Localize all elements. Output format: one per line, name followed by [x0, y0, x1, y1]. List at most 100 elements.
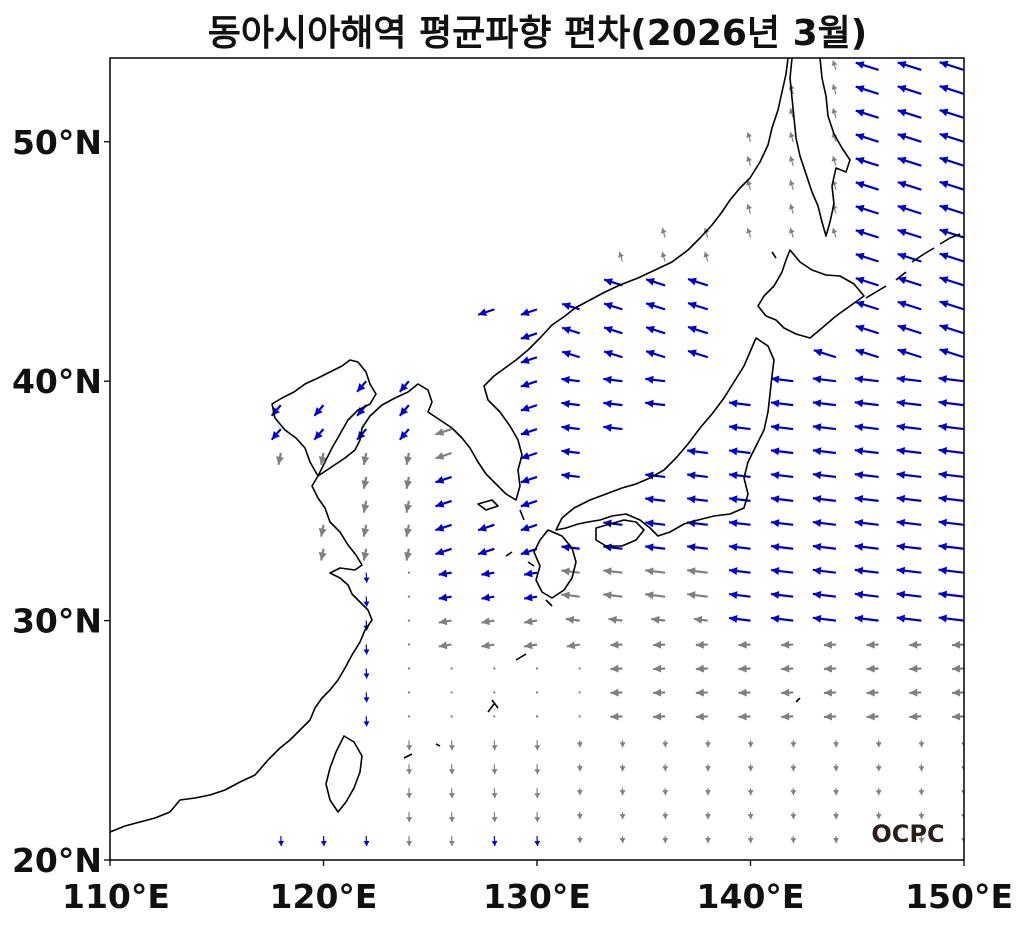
wave-vector-arrow [939, 252, 964, 263]
wave-vector-arrow [939, 84, 964, 95]
wave-vector-arrow [918, 836, 925, 844]
wave-vector-arrow [665, 859, 666, 860]
wave-vector-arrow [938, 423, 964, 431]
wave-vector-arrow [747, 812, 754, 820]
wave-vector-arrow [622, 859, 624, 860]
y-tick-label: 50°N [12, 123, 102, 162]
wave-vector-arrow [790, 764, 797, 772]
wave-vector-arrow [477, 523, 495, 532]
vector-dot [407, 715, 410, 718]
wave-vector-arrow [520, 356, 538, 364]
vector-dot [578, 691, 581, 694]
wave-vector-arrow [603, 591, 623, 600]
wave-vector-arrow [833, 740, 839, 748]
wave-vector-arrow [866, 712, 879, 721]
wave-vector-arrow [854, 399, 879, 408]
wave-vector-arrow [855, 180, 879, 191]
wave-vector-arrow [363, 668, 370, 679]
wave-vector-arrow [854, 471, 879, 480]
wave-vector-arrow [619, 788, 626, 796]
wave-vector-arrow [687, 591, 708, 600]
wave-vector-arrow [645, 349, 666, 359]
wave-vector-arrow [896, 423, 922, 432]
wave-vector-arrow [812, 447, 837, 456]
wave-vector-arrow [951, 712, 964, 721]
wave-vector-arrow [653, 664, 666, 673]
wave-vector-arrow [448, 740, 455, 751]
wave-vector-arrow [687, 495, 708, 504]
wave-vector-arrow [406, 788, 413, 799]
wave-vector-arrow [481, 569, 495, 578]
wave-vector-arrow [812, 566, 837, 575]
map-plot-area [110, 58, 964, 860]
wave-vector-arrow [790, 740, 797, 748]
wave-vector-arrow [695, 640, 708, 649]
vector-dot [450, 667, 453, 670]
vector-dot [578, 667, 581, 670]
wave-vector-arrow [921, 859, 922, 860]
kuril-coastline [865, 233, 961, 299]
vector-dot [450, 715, 453, 718]
wave-vector-arrow [823, 688, 836, 697]
wave-vector-arrow [939, 204, 964, 215]
wave-vector-arrow [318, 548, 327, 561]
wave-vector-arrow [951, 640, 964, 649]
wave-vector-arrow [481, 617, 495, 626]
wave-vector-arrow [770, 519, 794, 528]
wave-vector-arrow [728, 399, 751, 408]
wave-vector-arrow [491, 740, 498, 751]
wave-vector-arrow [909, 640, 922, 649]
wave-vector-arrow [781, 664, 794, 673]
wave-vector-arrow [939, 348, 964, 359]
wave-vector-arrow [603, 399, 623, 408]
map-title: 동아시아해역 평균파향 편차(2026년 3월) [207, 13, 868, 54]
wave-vector-arrow [520, 380, 538, 388]
wave-vector-arrow [363, 644, 370, 655]
wave-vector-arrow [662, 812, 669, 820]
wave-vector-arrow [833, 836, 839, 844]
wave-vector-arrow [448, 812, 455, 823]
wave-vector-arrow [318, 524, 327, 537]
wave-vector-arrow [897, 324, 922, 335]
wave-vector-arrow [770, 375, 794, 384]
wave-vector-arrow [608, 615, 623, 624]
wave-vector-arrow [704, 836, 711, 844]
wave-vector-arrow [662, 836, 669, 844]
wave-vector-arrow [812, 495, 837, 504]
wave-vector-arrow [481, 641, 495, 650]
ocean-background [110, 58, 964, 860]
wave-vector-arrow [747, 788, 754, 796]
wave-vector-arrow [406, 740, 413, 751]
wave-vector-arrow [703, 251, 710, 262]
wave-vector-arrow [939, 108, 964, 119]
wave-vector-arrow [738, 712, 751, 721]
wave-vector-arrow [363, 836, 370, 847]
wave-vector-arrow [909, 712, 922, 721]
x-tick-label: 110°E [62, 877, 170, 916]
wave-vector-arrow [854, 590, 879, 599]
y-tick-label: 40°N [12, 362, 102, 401]
wave-vector-arrow [561, 591, 580, 600]
wave-vector-arrow [939, 180, 964, 191]
x-tick-label: 150°E [905, 877, 1013, 916]
wave-vector-arrow [313, 428, 325, 441]
wave-vector-arrow [896, 375, 922, 384]
wave-vector-arrow [566, 641, 580, 650]
wave-vector-arrow [854, 518, 879, 527]
vector-dot [493, 691, 496, 694]
wave-vector-arrow [728, 615, 751, 623]
y-tick-label: 30°N [12, 602, 102, 641]
wave-vector-arrow [645, 495, 666, 504]
vector-dot [493, 715, 496, 718]
wave-vector-arrow [938, 566, 964, 575]
wave-vector-arrow [481, 593, 495, 602]
wave-vector-arrow [854, 375, 879, 384]
wave-vector-arrow [534, 788, 541, 799]
wave-vector-arrow [831, 60, 838, 71]
wave-vector-arrow [438, 617, 452, 626]
coastlines [110, 58, 961, 833]
x-tick-label: 130°E [483, 877, 591, 916]
wave-vector-arrow [645, 325, 666, 335]
wave-vector-arrow [520, 475, 538, 484]
